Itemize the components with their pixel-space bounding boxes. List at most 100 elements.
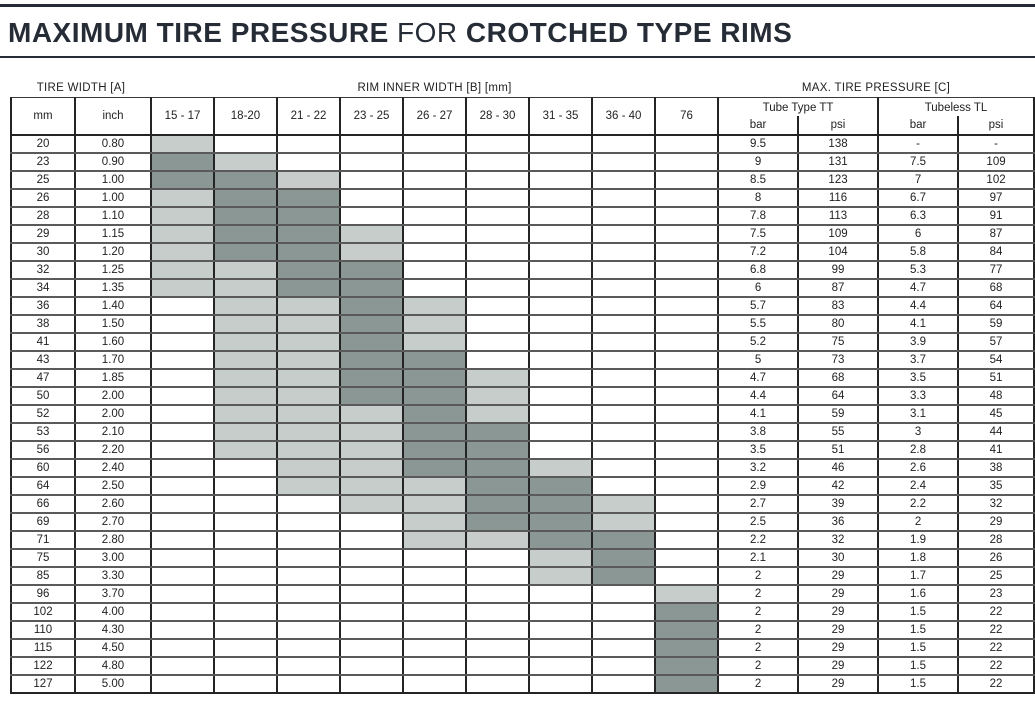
cell-rim-fit-8 [653,170,720,190]
cell-rim-fit-7 [591,296,656,316]
cell-tubeless-psi: 25 [957,566,1035,586]
cell-tubeless-psi: 51 [957,368,1035,388]
cell-tire-width-inch: 1.15 [74,224,152,244]
cell-rim-fit-6 [528,314,593,334]
cell-rim-fit-3 [339,530,404,550]
cell-rim-fit-3 [339,260,404,280]
cell-tire-width-inch: 1.85 [74,368,152,388]
cell-rim-fit-5 [465,188,530,208]
cell-rim-fit-1 [213,278,278,298]
cell-rim-fit-8 [653,206,720,226]
cell-rim-fit-6 [528,440,593,460]
cell-tire-width-inch: 0.90 [74,152,152,172]
cell-rim-fit-3 [339,134,404,154]
cell-tubeless-psi: 41 [957,440,1035,460]
cell-tube-type-psi: 75 [797,332,880,352]
cell-tubeless-bar: 1.9 [877,530,960,550]
table-row: 53 2.10 3.8 55 3 44 [10,422,1035,442]
cell-rim-fit-3 [339,242,404,262]
cell-rim-fit-8 [653,458,720,478]
pressure-table-body: 20 0.80 9.5 138- -23 0.90 9 131 7.5 109 25 1.00 8.5 1… [10,134,1035,694]
cell-rim-fit-2 [276,386,341,406]
cell-rim-fit-4 [402,656,467,676]
cell-rim-fit-5 [465,422,530,442]
cell-tubeless-bar: 1.7 [877,566,960,586]
cell-rim-fit-7 [591,476,656,496]
cell-rim-fit-7 [591,170,656,190]
cell-rim-fit-5 [465,350,530,370]
cell-rim-fit-2 [276,584,341,604]
cell-rim-fit-2 [276,440,341,460]
cell-rim-fit-6 [528,458,593,478]
cell-tire-width-inch: 1.70 [74,350,152,370]
cell-tube-type-bar: 2 [717,674,800,694]
cell-tubeless-psi: 32 [957,494,1035,514]
cell-tube-type-bar: 2 [717,656,800,676]
cell-rim-fit-4 [402,512,467,532]
cell-rim-fit-0 [150,566,215,586]
cell-rim-fit-6 [528,386,593,406]
cell-rim-fit-1 [213,368,278,388]
cell-rim-fit-6 [528,512,593,532]
cell-rim-fit-7 [591,620,656,640]
cell-tube-type-bar: 7.2 [717,242,800,262]
cell-rim-fit-5 [465,332,530,352]
cell-tube-type-psi: 64 [797,386,880,406]
cell-rim-fit-2 [276,170,341,190]
cell-rim-fit-7 [591,422,656,442]
cell-tubeless-psi: 64 [957,296,1035,316]
cell-tube-type-bar: 9.5 [717,134,800,154]
cell-rim-fit-1 [213,548,278,568]
tire-pressure-table-container: TIRE WIDTH [A] RIM INNER WIDTH [B] [mm] … [10,78,1035,694]
cell-rim-fit-8 [653,314,720,334]
cell-tire-width-inch: 1.20 [74,242,152,262]
title-bold-2: CROTCHED TYPE RIMS [465,17,793,48]
cell-rim-fit-7 [591,332,656,352]
tube-type-header: Tube Type TT [717,97,880,116]
cell-tube-type-bar: 6 [717,278,800,298]
cell-tubeless-psi: 44 [957,422,1035,442]
cell-rim-fit-0 [150,548,215,568]
cell-rim-fit-5 [465,224,530,244]
cell-rim-fit-3 [339,368,404,388]
cell-rim-fit-8 [653,512,720,532]
cell-rim-fit-8 [653,656,720,676]
cell-rim-fit-5 [465,278,530,298]
cell-rim-fit-6 [528,602,593,622]
cell-rim-fit-5 [465,530,530,550]
cell-rim-fit-6 [528,530,593,550]
group-header-row: TIRE WIDTH [A] RIM INNER WIDTH [B] [mm] … [11,78,1035,98]
cell-rim-fit-4 [402,278,467,298]
tire-width-group-header: TIRE WIDTH [A] [11,78,151,98]
cell-rim-fit-1 [213,602,278,622]
cell-tubeless-psi: 28 [957,530,1035,550]
cell-rim-fit-7 [591,188,656,208]
cell-rim-fit-1 [213,404,278,424]
cell-tube-type-bar: 5.5 [717,314,800,334]
cell-rim-fit-5 [465,458,530,478]
cell-rim-fit-6 [528,296,593,316]
cell-tubeless-psi: 22 [957,620,1035,640]
cell-tubeless-bar: 2.6 [877,458,960,478]
cell-rim-fit-4 [402,530,467,550]
cell-rim-fit-4 [402,566,467,586]
cell-rim-fit-5 [465,242,530,262]
cell-tubeless-bar: 4.7 [877,278,960,298]
cell-tube-type-bar: 5 [717,350,800,370]
cell-tubeless-psi: 45 [957,404,1035,424]
cell-tube-type-bar: 2 [717,566,800,586]
cell-tube-type-psi: 29 [797,620,880,640]
table-row: 25 1.00 8.5 123 7 102 [10,170,1035,190]
table-row: 110 4.30 2 29 1.5 22 [10,620,1035,640]
table-row: 30 1.20 7.2 104 5.8 84 [10,242,1035,262]
cell-tube-type-bar: 2.7 [717,494,800,514]
cell-rim-fit-2 [276,206,341,226]
cell-tubeless-bar: 6.3 [877,206,960,226]
cell-tubeless-psi: 68 [957,278,1035,298]
cell-rim-fit-0 [150,674,215,694]
cell-tire-width-mm: 26 [10,188,76,208]
cell-tire-width-mm: 36 [10,296,76,316]
cell-tubeless-bar: 3 [877,422,960,442]
cell-tubeless-psi: 22 [957,674,1035,694]
cell-rim-fit-8 [653,440,720,460]
